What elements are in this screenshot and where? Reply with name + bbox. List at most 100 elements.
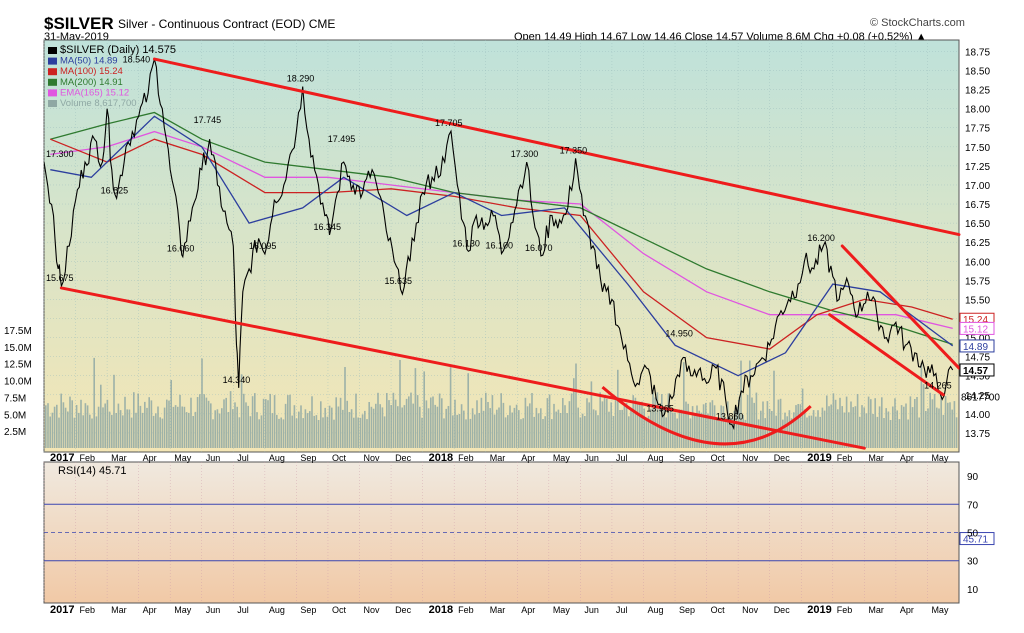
volume-bar: [295, 418, 298, 448]
volume-bar: [236, 406, 238, 448]
x-tick-label: Apr: [521, 605, 535, 615]
price-annotation: 16.095: [249, 241, 277, 251]
x-tick-label: Nov: [364, 453, 381, 463]
volume-bar: [773, 370, 775, 448]
volume-bar: [60, 393, 62, 448]
volume-bar: [614, 398, 617, 448]
volume-bar: [144, 401, 146, 448]
trendline: [828, 313, 945, 397]
volume-bar: [122, 415, 124, 448]
volume-bar: [564, 405, 566, 448]
rsi-tick-label: 30: [967, 557, 979, 568]
volume-bar: [106, 399, 109, 448]
price-tick-label: 18.50: [965, 67, 990, 78]
volume-bar: [247, 405, 249, 448]
price-annotation: 16.070: [525, 243, 553, 253]
volume-bar: [674, 412, 676, 448]
volume-bar: [315, 415, 318, 448]
volume-bar: [58, 417, 60, 448]
volume-bar: [535, 407, 538, 448]
volume-bar: [647, 415, 650, 448]
volume-bar: [683, 362, 685, 448]
volume-bar: [388, 400, 390, 448]
volume-bar: [953, 401, 956, 448]
volume-bar: [201, 358, 203, 448]
legend-swatch: [48, 78, 57, 86]
volume-bar: [940, 396, 942, 448]
volume-bar: [89, 414, 91, 448]
volume-bar: [298, 411, 300, 448]
volume-bar: [273, 395, 276, 448]
volume-bar: [78, 412, 80, 448]
x-tick-label: Feb: [837, 453, 853, 463]
legend-swatch: [48, 68, 57, 76]
volume-bar: [542, 419, 544, 448]
volume-bar: [619, 410, 621, 448]
volume-bar: [130, 417, 133, 448]
volume-bar: [137, 393, 139, 448]
volume-bar: [337, 406, 340, 448]
x-tick-label: Sep: [300, 453, 316, 463]
volume-bar: [562, 398, 564, 448]
volume-bar: [480, 397, 483, 448]
volume-bar: [320, 401, 322, 448]
ma50-line: [50, 115, 954, 377]
volume-bar: [559, 413, 562, 448]
x-axis-upper: 2017 Feb Mar Apr May Jun Jul Aug Sep Oct Nov Dec 201…: [50, 452, 949, 464]
volume-bar: [372, 408, 375, 448]
volume-bar: [225, 397, 227, 448]
x-tick-label: Dec: [774, 453, 791, 463]
price-annotation: 16.060: [167, 244, 195, 254]
price-line-group: [44, 58, 954, 431]
volume-bar: [111, 414, 113, 448]
volume-bar: [548, 394, 551, 448]
volume-bar: [199, 394, 201, 448]
symbol-description: Silver - Continuous Contract (EOD) CME: [118, 17, 335, 31]
x-tick-label: Aug: [269, 453, 285, 463]
volume-bar: [91, 418, 93, 448]
volume-bar: [280, 417, 282, 448]
price-tick-label: 14.25: [965, 391, 990, 402]
x-tick-label: Feb: [458, 453, 474, 463]
volume-bar: [922, 384, 925, 448]
volume-bar: [207, 400, 210, 448]
volume-bar: [496, 409, 498, 448]
volume-bar: [680, 409, 683, 448]
volume-bar: [867, 396, 870, 448]
x-tick-label: Mar: [868, 605, 884, 615]
volume-bar: [419, 406, 421, 448]
volume-bar: [456, 414, 458, 448]
brand-watermark: © StockCharts.com: [870, 17, 965, 29]
volume-bar: [69, 396, 71, 448]
volume-bar: [801, 388, 804, 448]
legend-swatch: [48, 89, 57, 97]
volume-bar: [885, 408, 887, 448]
volume-bar: [870, 399, 872, 448]
price-tick-label: 15.75: [965, 276, 990, 287]
volume-bar: [401, 407, 403, 448]
volume-bar: [617, 369, 619, 448]
volume-bar: [322, 417, 324, 448]
volume-bar: [364, 410, 366, 448]
volume-tick-label: 12.5M: [4, 360, 32, 371]
x-tick-label: May: [174, 453, 192, 463]
volume-bar: [408, 396, 410, 448]
volume-bar: [291, 415, 293, 448]
volume-bar: [324, 407, 326, 448]
volume-bar: [586, 398, 588, 448]
volume-bar: [119, 410, 122, 448]
volume-bar: [669, 409, 672, 448]
volume-bar: [861, 405, 863, 448]
volume-bar: [524, 397, 527, 448]
rsi-tick-label: 90: [967, 472, 979, 483]
volume-bar: [210, 403, 212, 448]
right-value-box: [959, 363, 995, 377]
price-annotation: 17.300: [46, 149, 74, 159]
right-value-label: 14.89: [963, 342, 988, 353]
volume-bar: [839, 397, 841, 448]
volume-bar: [933, 394, 936, 448]
volume-bar: [731, 417, 733, 448]
volume-bar: [97, 406, 100, 448]
volume-bar: [685, 401, 687, 448]
